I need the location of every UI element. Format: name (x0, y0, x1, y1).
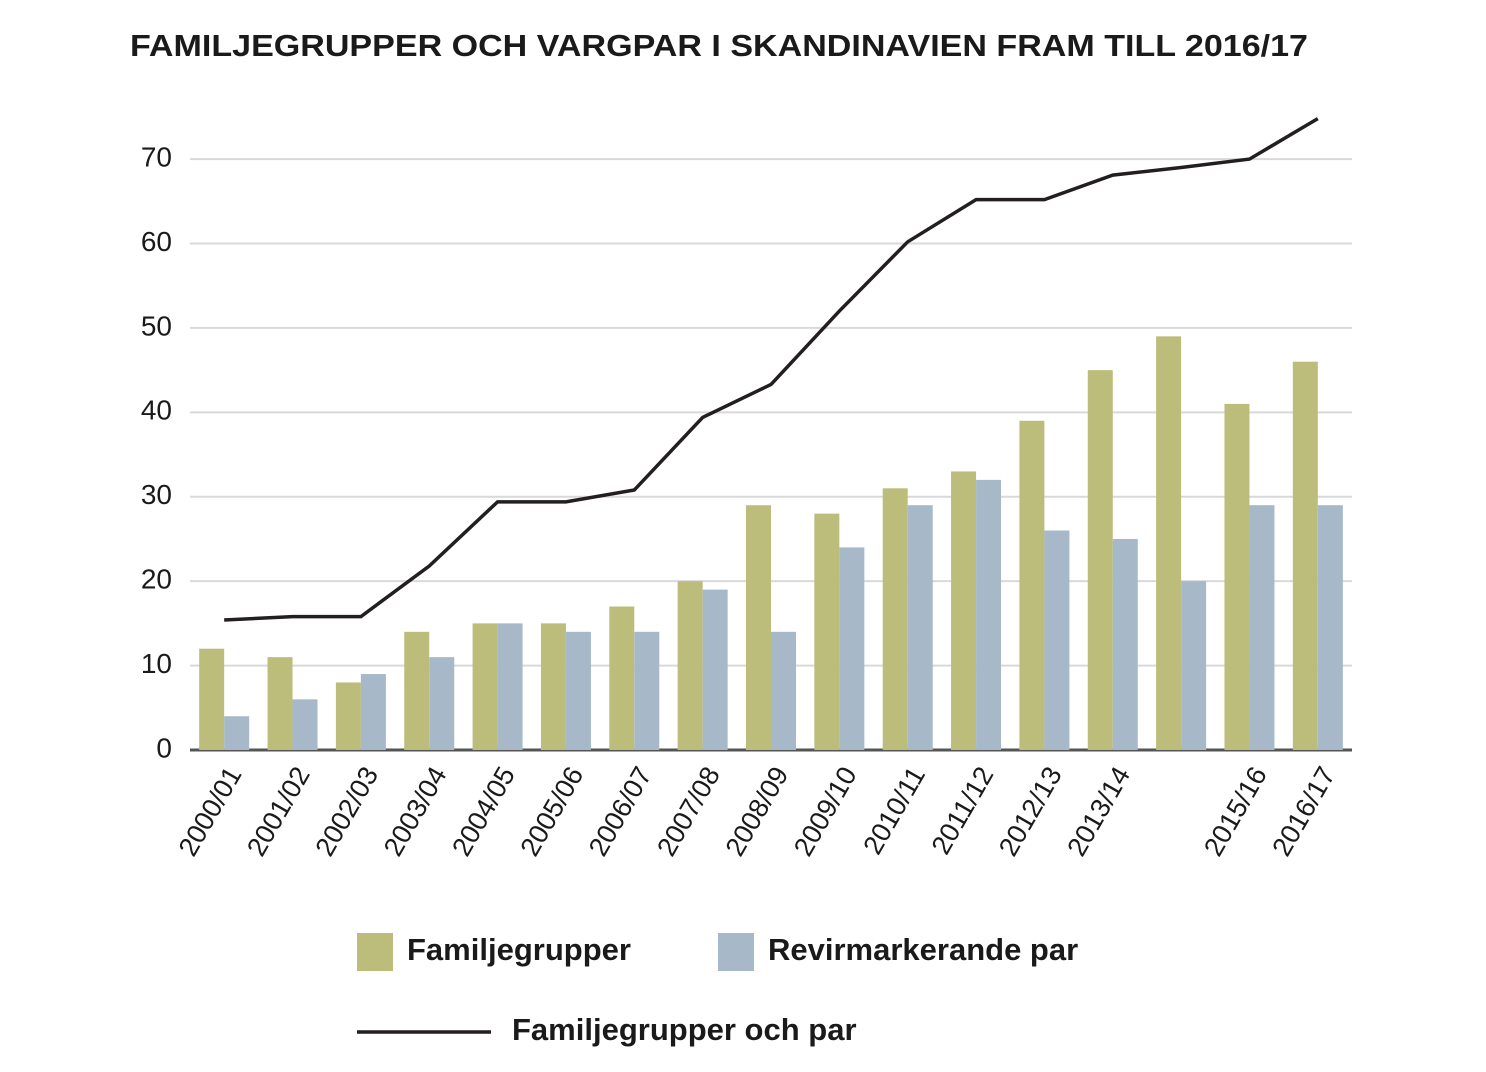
bar (360, 674, 386, 750)
x-tick-label: 2004/05 (446, 762, 521, 862)
x-tick-label: 2008/09 (720, 762, 795, 862)
legend-label: Familjegrupper (407, 932, 631, 967)
bar (292, 699, 318, 750)
bar (677, 581, 703, 750)
bar (1292, 361, 1318, 750)
y-tick-label: 20 (141, 564, 172, 595)
x-tick-label: 2002/03 (309, 762, 384, 862)
x-tick-label: 2013/14 (1061, 762, 1136, 862)
bar (1317, 505, 1343, 750)
bar (565, 631, 591, 750)
bar (882, 488, 908, 750)
bar (1249, 505, 1275, 750)
bar (839, 547, 865, 750)
legend-swatch (718, 933, 754, 971)
bar (335, 682, 361, 750)
x-tick-label: 2006/07 (583, 762, 658, 862)
bar (702, 589, 728, 750)
bar (771, 631, 796, 750)
bar (224, 716, 250, 750)
x-tick-label: 2009/10 (788, 762, 863, 862)
x-tick-label: 2001/02 (241, 762, 316, 862)
x-tick-label: 2007/08 (651, 762, 726, 862)
bar (429, 657, 455, 750)
chart-title: FAMILJEGRUPPER OCH VARGPAR I SKANDINAVIE… (130, 28, 1308, 63)
bar (1156, 336, 1182, 750)
bar (1087, 370, 1113, 750)
x-tick-label: 2016/17 (1266, 762, 1341, 862)
bar (609, 606, 635, 750)
y-tick-label: 50 (141, 310, 172, 341)
bar (404, 631, 430, 750)
bar (1112, 538, 1138, 750)
bar (951, 471, 977, 750)
y-tick-label: 10 (141, 648, 172, 679)
bar (746, 505, 771, 750)
bar (497, 623, 523, 750)
bar (976, 479, 1002, 750)
bar (472, 623, 498, 750)
x-tick-label: 2015/16 (1198, 762, 1273, 862)
x-tick-label: 2010/11 (857, 762, 931, 860)
bar (267, 657, 293, 750)
bar (1019, 420, 1045, 750)
bar (1224, 403, 1250, 750)
y-tick-label: 40 (141, 395, 172, 426)
bar (814, 513, 840, 750)
bar (634, 631, 660, 750)
line (224, 117, 1319, 622)
y-tick-label: 70 (141, 141, 172, 172)
y-tick-label: 0 (156, 732, 172, 763)
legend-swatch (357, 933, 393, 971)
y-tick-label: 30 (141, 479, 172, 510)
x-tick-label: 2011/12 (926, 762, 1000, 860)
x-tick-label: 2012/13 (993, 762, 1068, 862)
x-tick-label: 2003/04 (378, 762, 453, 862)
bar (199, 648, 225, 750)
bar (540, 623, 566, 750)
legend-label: Familjegrupper och par (512, 1012, 857, 1047)
y-tick-label: 60 (141, 226, 172, 257)
x-tick-label: 2005/06 (515, 762, 590, 862)
bar (907, 505, 933, 750)
legend-label: Revirmarkerande par (768, 932, 1078, 967)
bar (1181, 581, 1207, 750)
x-tick-label: 2000/01 (173, 762, 248, 862)
bar (1044, 530, 1070, 750)
